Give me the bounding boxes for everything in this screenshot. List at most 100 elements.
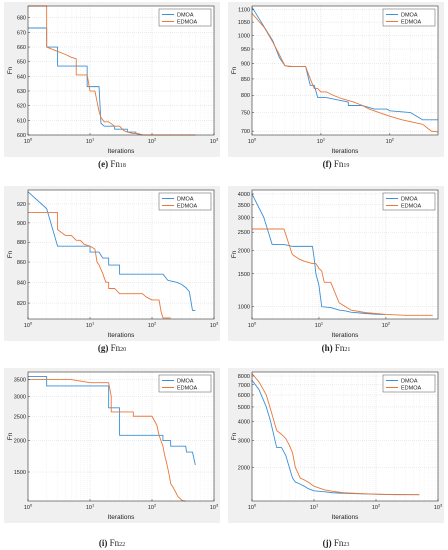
y-tick-label: 850 [241, 77, 250, 83]
y-tick-label: 3500 [238, 203, 250, 209]
caption-label: (e) [98, 159, 109, 169]
y-tick-label: 8000 [238, 374, 250, 380]
chart-panel-2: 100 101 102 103 820 840 860 880 900 920 Iterations… [4, 186, 220, 353]
y-tick-label: 660 [17, 45, 26, 51]
y-tick-label: 2000 [238, 248, 250, 254]
y-tick-label: 1500 [14, 470, 26, 476]
legend-entry: DMOA [177, 13, 194, 19]
plot-area [28, 6, 214, 135]
y-tick-label: 950 [241, 47, 250, 53]
series-line-dmoa [28, 376, 196, 466]
y-tick-label: 2500 [14, 414, 26, 420]
caption-fn: Fn [332, 343, 345, 353]
y-tick-label: 5000 [238, 405, 250, 411]
legend-entry: EDMOA [177, 20, 198, 26]
y-axis-label: Fn [231, 66, 238, 74]
legend-entry: DMOA [401, 197, 418, 203]
y-tick-label: 680 [17, 16, 26, 22]
axes-box [251, 5, 439, 136]
plot-area [28, 190, 214, 319]
y-axis-label: Fn [7, 250, 14, 258]
axes-box [251, 371, 439, 502]
axes-box [27, 5, 215, 136]
y-tick-label: 700 [241, 129, 250, 135]
caption-fn: Fn [108, 343, 121, 353]
x-tick-label: 101 [310, 503, 319, 512]
series-line-edmoa [251, 373, 420, 496]
x-axis-label: Iterations [332, 514, 359, 521]
legend-entry: EDMOA [401, 386, 422, 392]
y-tick-label: 820 [17, 301, 26, 307]
legend-entry: DMOA [401, 379, 418, 385]
legend-entry: DMOA [177, 197, 194, 203]
axes-box [27, 371, 215, 502]
panel-caption: (j) Fn23 [231, 538, 441, 548]
y-tick-label: 900 [241, 62, 250, 68]
x-tick-label: 101 [86, 137, 95, 146]
grid [27, 6, 215, 136]
axes-box [251, 189, 439, 320]
x-tick-label: 102 [386, 137, 395, 146]
y-tick-label: 640 [17, 74, 26, 80]
legend-entry: EDMOA [177, 204, 198, 210]
x-tick-label: 103 [210, 137, 219, 146]
plot-area [252, 6, 438, 135]
x-tick-label: 102 [148, 503, 157, 512]
chart-panel-1: 100 101 102 700 750 800 850 900 950 1000 1050 1100 I… [228, 2, 444, 169]
legend-entry: DMOA [177, 379, 194, 385]
x-axis-label: Iterations [332, 332, 359, 339]
y-tick-label: 920 [17, 202, 26, 208]
panel-caption: (e) Fn18 [7, 159, 217, 169]
x-axis-label: Iterations [108, 148, 135, 155]
x-tick-label: 103 [210, 503, 219, 512]
panel-caption: (g) Fn20 [7, 343, 217, 353]
chart-svg: 100 101 102 103 600 610 620 630 640 650 660 670 680 I… [4, 2, 220, 157]
caption-label: (j) [322, 538, 332, 548]
series-line-edmoa [251, 13, 439, 133]
y-axis-label: Fn [7, 66, 14, 74]
series-line-dmoa [251, 193, 386, 315]
series-line-edmoa [28, 211, 171, 319]
x-tick-label: 102 [372, 503, 381, 512]
x-tick-label: 102 [382, 321, 391, 330]
chart-svg: 100 101 102 103 820 840 860 880 900 920 Iterations… [4, 186, 220, 341]
y-axis-label: Fn [231, 250, 238, 258]
chart-svg: 100 101 102 700 750 800 850 900 950 1000 1050 1100 I… [228, 2, 444, 157]
y-tick-label: 1050 [238, 20, 250, 26]
panel-caption: (i) Fn22 [7, 538, 217, 548]
x-tick-label: 102 [148, 137, 157, 146]
chart-svg: 100 101 102 103 2000 3000 4000 5000 6000 7000 8000… [228, 368, 444, 523]
y-tick-label: 610 [17, 118, 26, 124]
y-tick-label: 840 [17, 280, 26, 286]
x-tick-label: 103 [210, 321, 219, 330]
caption-sub: 19 [343, 163, 350, 169]
x-tick-label: 100 [24, 137, 33, 146]
y-tick-label: 1100 [238, 8, 250, 14]
caption-label: (i) [98, 538, 108, 548]
x-tick-label: 100 [248, 321, 257, 330]
caption-fn: Fn [108, 159, 120, 169]
caption-label: (f) [322, 159, 332, 169]
plot-area [252, 190, 438, 319]
y-tick-label: 800 [241, 93, 250, 99]
x-axis-label: Iterations [332, 148, 359, 155]
y-tick-label: 670 [17, 30, 26, 36]
y-tick-label: 3500 [14, 378, 26, 384]
y-tick-label: 620 [17, 104, 26, 110]
x-tick-label: 103 [434, 503, 443, 512]
y-tick-label: 4000 [238, 192, 250, 198]
plot-area [252, 372, 438, 501]
y-tick-label: 860 [17, 260, 26, 266]
x-tick-label: 100 [248, 503, 257, 512]
x-tick-label: 100 [24, 503, 33, 512]
grid [251, 6, 439, 135]
caption-sub: 21 [344, 347, 351, 353]
x-axis-label: Iterations [108, 514, 135, 521]
y-tick-label: 3000 [14, 394, 26, 400]
